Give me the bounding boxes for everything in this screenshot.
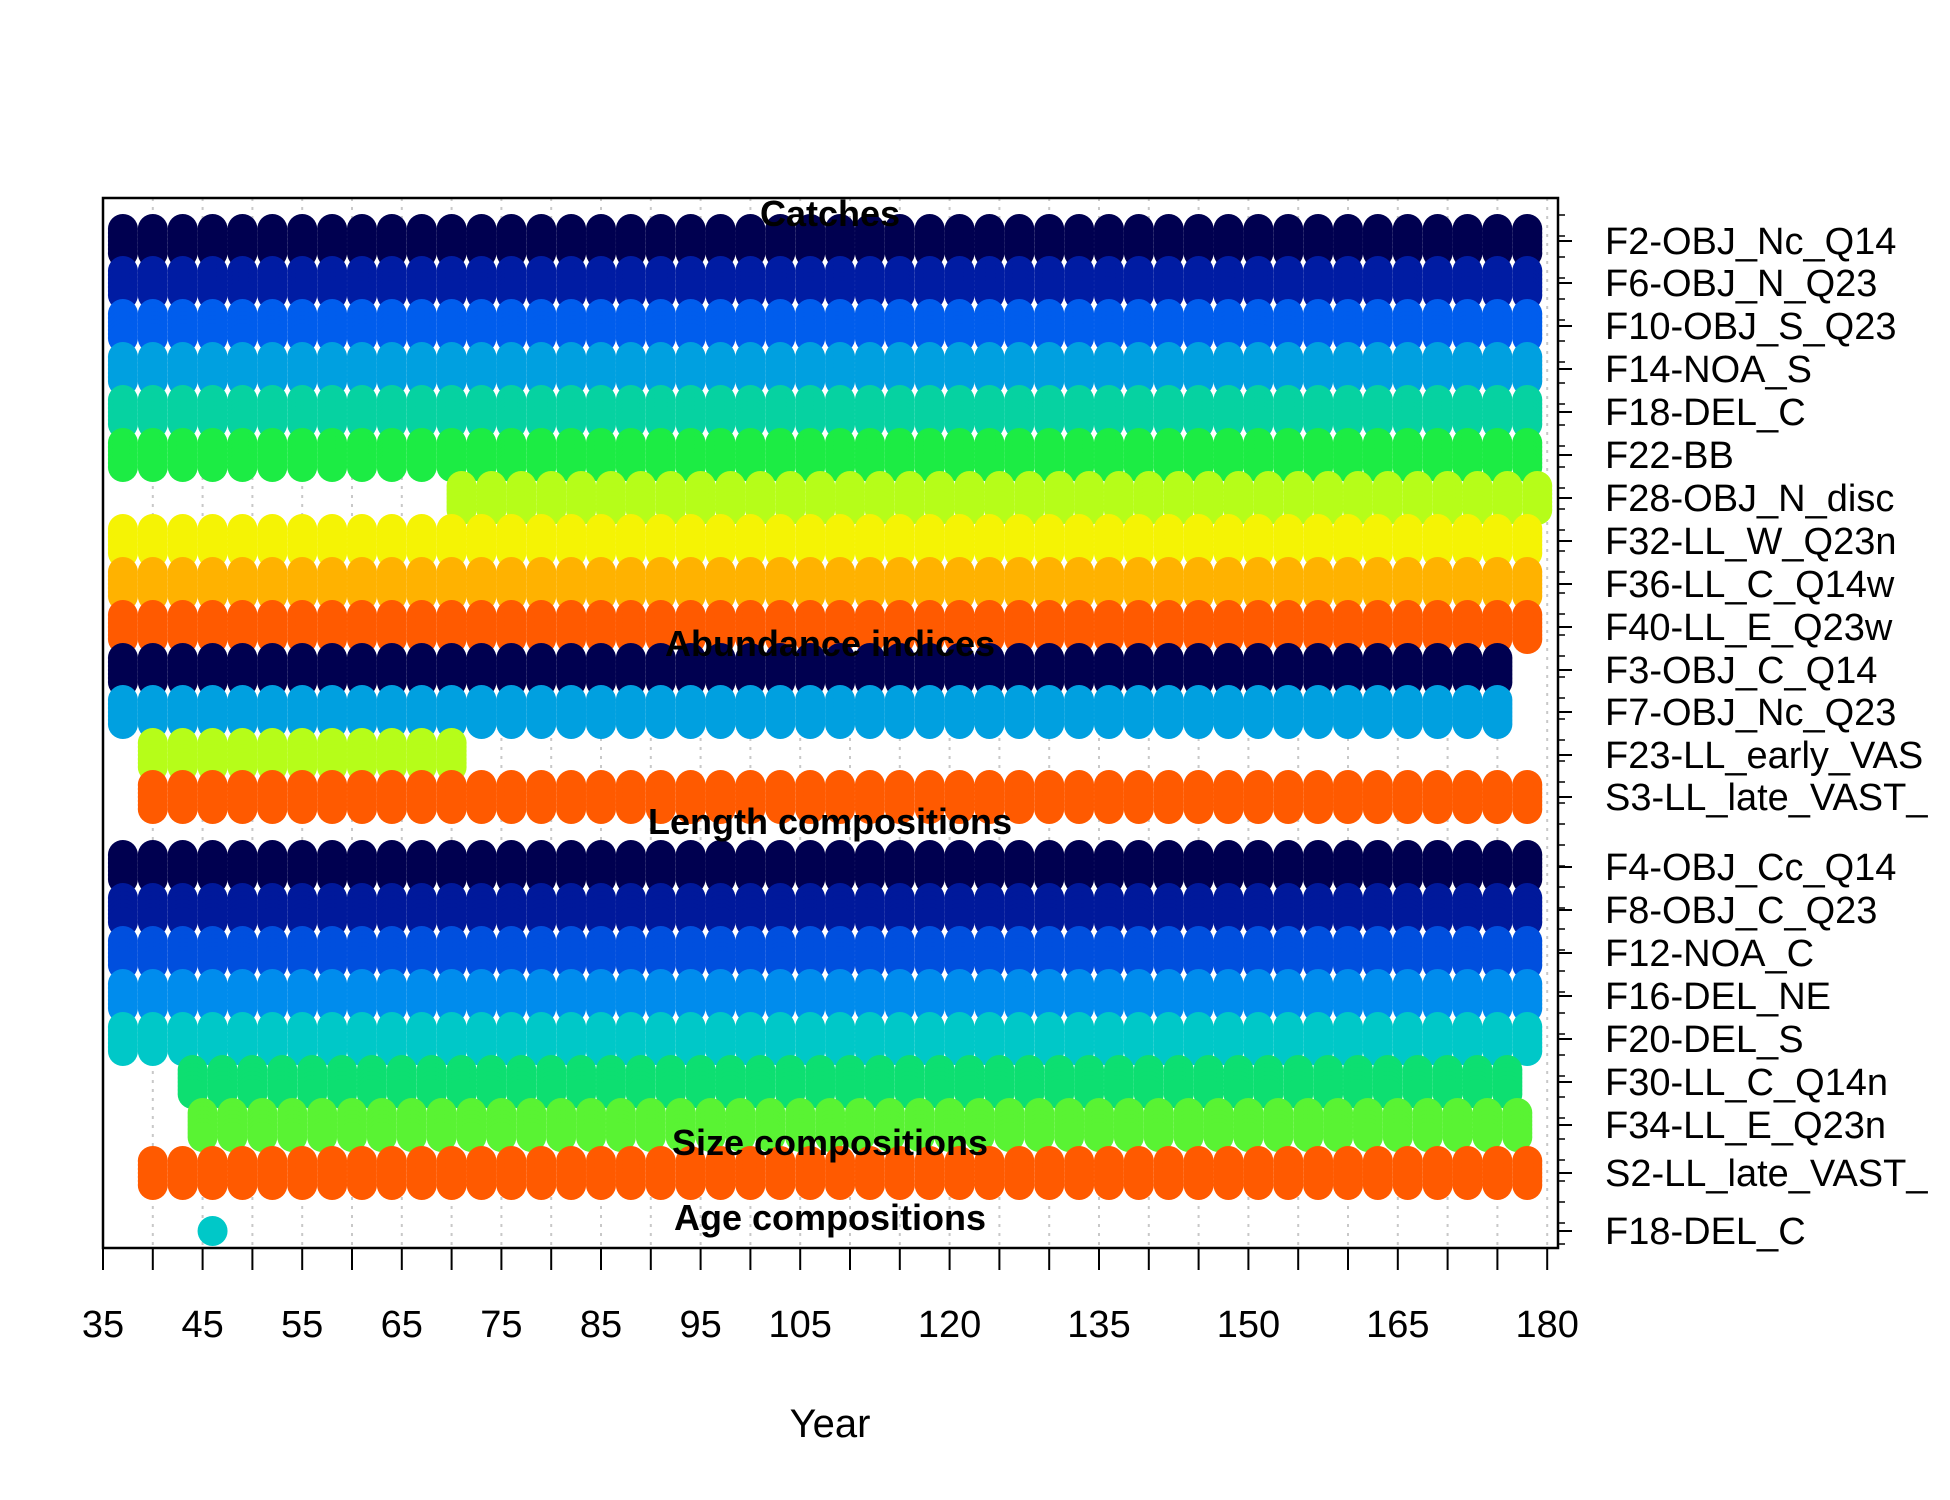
data-point <box>466 794 497 824</box>
data-point <box>1303 794 1334 824</box>
data-point <box>1482 709 1513 739</box>
series-points <box>107 883 1543 937</box>
data-point <box>1243 794 1274 824</box>
data-point <box>317 452 348 482</box>
data-point <box>346 794 377 824</box>
data-point <box>167 794 198 824</box>
data-point <box>615 794 646 824</box>
data-point <box>1512 624 1543 654</box>
data-point <box>197 794 228 824</box>
data-point <box>765 709 796 739</box>
data-point <box>1064 794 1095 824</box>
data-point <box>854 709 885 739</box>
series-points <box>107 685 1513 739</box>
data-point <box>645 709 676 739</box>
data-point <box>287 794 318 824</box>
data-point <box>496 709 527 739</box>
series-points <box>107 557 1543 611</box>
data-point <box>526 794 557 824</box>
data-point <box>287 452 318 482</box>
data-point <box>227 452 258 482</box>
data-point <box>1123 709 1154 739</box>
data-point <box>675 709 706 739</box>
data-point <box>406 794 437 824</box>
series-points <box>107 299 1543 353</box>
data-point <box>107 709 138 739</box>
data-point <box>556 709 587 739</box>
data-point <box>1273 709 1304 739</box>
data-point <box>1303 709 1334 739</box>
data-point <box>197 452 228 482</box>
data-point <box>1183 709 1214 739</box>
data-point <box>735 709 766 739</box>
data-point <box>1034 794 1065 824</box>
data-point <box>586 709 616 739</box>
series-points <box>107 256 1543 310</box>
data-point <box>1452 709 1483 739</box>
data-point <box>1362 794 1393 824</box>
data-point <box>1333 794 1363 824</box>
series-points <box>107 385 1543 439</box>
data-point <box>1452 794 1483 824</box>
data-point <box>526 709 557 739</box>
data-point <box>825 709 856 739</box>
data-point <box>1392 709 1423 739</box>
data-point <box>1034 709 1065 739</box>
data-point <box>107 452 138 482</box>
data-point <box>137 794 168 824</box>
data-point <box>436 794 467 824</box>
data-point <box>1153 794 1184 824</box>
data-point <box>586 794 616 824</box>
data-point <box>1093 709 1124 739</box>
data-point <box>1273 794 1304 824</box>
data-point <box>1482 794 1513 824</box>
data-point <box>376 794 407 824</box>
data-point <box>227 794 258 824</box>
data-point <box>1362 709 1393 739</box>
data-point <box>496 794 527 824</box>
series-points <box>107 214 1543 268</box>
data-point <box>1333 709 1363 739</box>
data-point <box>317 794 348 824</box>
data-point <box>257 452 288 482</box>
data-point <box>944 709 975 739</box>
data-point <box>556 794 587 824</box>
series-points <box>107 342 1543 396</box>
data-point <box>1392 794 1423 824</box>
data-point <box>466 709 497 739</box>
data-point <box>1064 709 1095 739</box>
data-point <box>1213 709 1244 739</box>
data-point <box>1004 709 1035 739</box>
data-point <box>1153 709 1184 739</box>
data-point <box>1512 794 1543 824</box>
data-point <box>406 452 437 482</box>
data-point <box>1243 709 1274 739</box>
data-point <box>705 709 736 739</box>
data-point <box>257 794 288 824</box>
data-point <box>137 452 168 482</box>
data-point <box>615 709 646 739</box>
data-point <box>914 709 945 739</box>
data-point <box>1213 794 1244 824</box>
data-point <box>1123 794 1154 824</box>
data-point <box>346 452 377 482</box>
series-points <box>107 840 1543 894</box>
data-point <box>1183 794 1214 824</box>
data-point <box>884 709 915 739</box>
data-point <box>795 709 826 739</box>
data-point <box>1093 794 1124 824</box>
data-point <box>1422 709 1453 739</box>
data-point <box>167 452 198 482</box>
data-point <box>376 452 407 482</box>
data-point <box>974 709 1005 739</box>
data-points <box>107 214 1553 1246</box>
data-point <box>1422 794 1453 824</box>
